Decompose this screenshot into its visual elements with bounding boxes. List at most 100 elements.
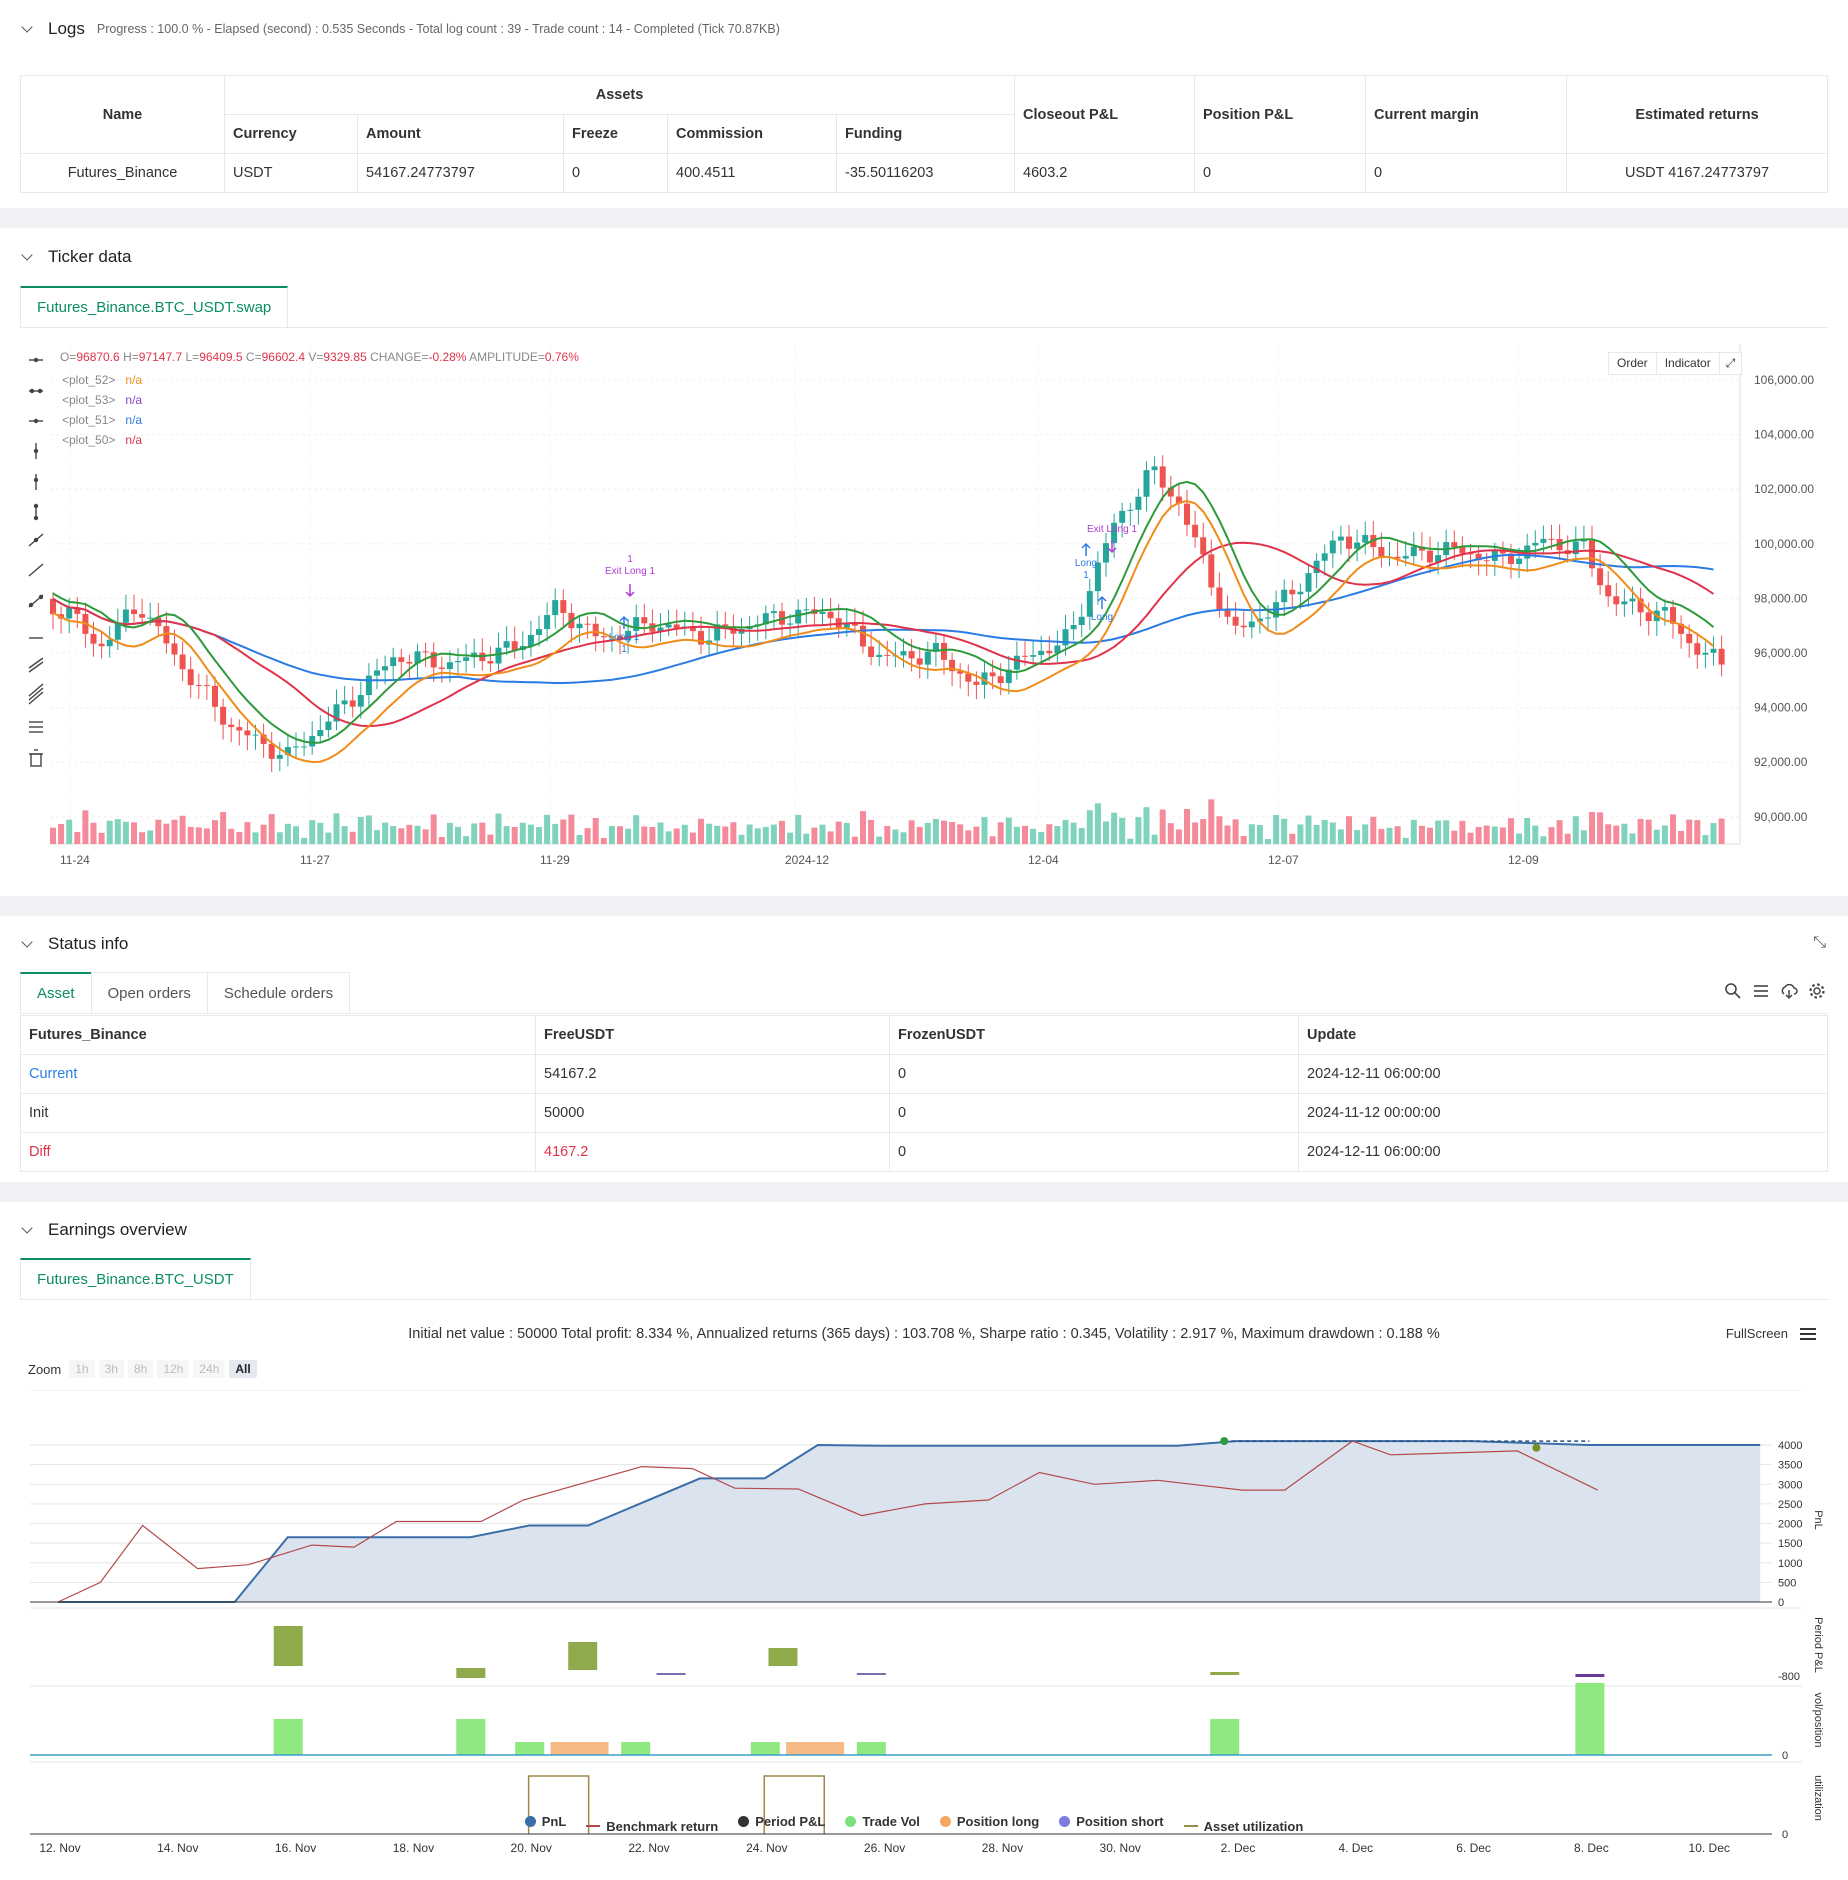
legend-item[interactable]: Position short: [1059, 1814, 1164, 1829]
volume-bar: [592, 817, 599, 844]
volume-bar: [90, 822, 97, 844]
order-button[interactable]: Order: [1609, 353, 1657, 374]
zoom-3h[interactable]: 3h: [98, 1360, 124, 1378]
ticker-header[interactable]: Ticker data: [0, 228, 1848, 286]
ticker-section: Ticker data Futures_Binance.BTC_USDT.swa…: [0, 228, 1848, 896]
candle-body: [252, 734, 259, 736]
volume-bar: [1070, 822, 1077, 844]
volume-bar: [1402, 837, 1409, 844]
cloud-download-icon[interactable]: [1780, 982, 1798, 1000]
exit-arrow-icon: [1107, 540, 1117, 554]
chevron-down-icon[interactable]: [20, 250, 34, 264]
candle-body: [851, 622, 858, 626]
zoom-24h[interactable]: 24h: [193, 1360, 226, 1378]
pnl-tick-label: 2000: [1778, 1519, 1802, 1531]
tab-btc-usdt-swap[interactable]: Futures_Binance.BTC_USDT.swap: [20, 286, 289, 327]
zoom-12h[interactable]: 12h: [157, 1360, 190, 1378]
tab-btc-usdt[interactable]: Futures_Binance.BTC_USDT: [20, 1258, 251, 1299]
volume-bar: [714, 825, 721, 844]
menu-icon[interactable]: [1800, 1327, 1816, 1341]
candle-body: [276, 754, 283, 759]
pnl-tick-label: 3500: [1778, 1460, 1802, 1472]
zoom-all[interactable]: All: [229, 1360, 257, 1378]
candle-body: [1483, 560, 1490, 562]
pnl-tick-label: 3000: [1778, 1479, 1802, 1491]
tab-open-orders[interactable]: Open orders: [90, 972, 208, 1013]
plot-legend-item[interactable]: <plot_50> n/a: [62, 433, 143, 447]
tab-schedule-orders[interactable]: Schedule orders: [206, 972, 351, 1013]
volume-bar: [455, 826, 461, 844]
legend-line-icon: [1183, 1825, 1198, 1827]
candle-body: [1702, 652, 1709, 655]
ohlc-close: 96602.4: [261, 350, 305, 364]
volume-bar: [1337, 829, 1344, 844]
volume-bar: [1281, 818, 1288, 844]
candle-body: [1410, 546, 1417, 557]
fullscreen-button[interactable]: FullScreen: [1726, 1326, 1816, 1341]
tab-asset[interactable]: Asset: [20, 972, 92, 1013]
row-label-current[interactable]: Current: [20, 1054, 536, 1094]
candle-body: [973, 681, 980, 685]
candle-body: [1435, 555, 1442, 563]
zoom-1h[interactable]: 1h: [69, 1360, 95, 1378]
zoom-8h[interactable]: 8h: [127, 1360, 154, 1378]
status-header[interactable]: Status info ⤡: [0, 916, 1848, 972]
period-pnl-bar: [768, 1648, 798, 1666]
legend-item[interactable]: Asset utilization: [1183, 1819, 1303, 1834]
collapse-icon[interactable]: ⤡: [1813, 934, 1826, 951]
drawing-tools-icon[interactable]: [26, 350, 46, 790]
period-pnl-bar: [1575, 1674, 1605, 1677]
candle-body: [1362, 534, 1369, 543]
candle-body: [1103, 543, 1109, 563]
candle-body: [1135, 496, 1142, 510]
volume-bar: [819, 824, 826, 844]
chevron-down-icon[interactable]: [20, 1223, 34, 1237]
volume-bar: [1499, 827, 1506, 844]
y-tick-label: 104,000.00: [1754, 428, 1814, 442]
kline-canvas[interactable]: 106,000.00 104,000.00 102,000.00 100,000.00…: [50, 344, 1830, 884]
legend-item[interactable]: Period P&L: [738, 1814, 825, 1829]
fullscreen-label[interactable]: FullScreen: [1725, 1326, 1788, 1341]
volume-bar: [1653, 829, 1660, 844]
candle-body: [195, 685, 202, 687]
volume-bar: [730, 822, 737, 844]
legend-item[interactable]: PnL: [524, 1814, 566, 1829]
volume-bar: [309, 820, 316, 844]
candle-body: [1605, 585, 1612, 597]
candle-body: [236, 727, 243, 731]
list-icon[interactable]: [1752, 982, 1770, 1000]
logs-header[interactable]: Logs Progress : 100.0 % - Elapsed (secon…: [0, 0, 1848, 58]
candlestick-chart[interactable]: 106,000.00 104,000.00 102,000.00 100,000.00…: [50, 344, 1830, 884]
legend-item[interactable]: Trade Vol: [845, 1814, 920, 1829]
gear-icon[interactable]: [1808, 982, 1826, 1000]
volume-bar: [1265, 839, 1271, 844]
candle-body: [1256, 618, 1263, 622]
plot-legend-item[interactable]: <plot_51> n/a: [62, 413, 143, 427]
legend-item[interactable]: Position long: [939, 1814, 1039, 1829]
ticker-tabs: Futures_Binance.BTC_USDT.swap: [20, 286, 1828, 328]
plot-legend-item[interactable]: <plot_52> n/a: [62, 373, 143, 387]
ma-line-green: [52, 480, 1715, 744]
candle-body: [1661, 607, 1668, 611]
indicator-button[interactable]: Indicator: [1657, 353, 1720, 374]
search-icon[interactable]: [1724, 982, 1742, 1000]
legend-item[interactable]: Benchmark return: [586, 1819, 718, 1834]
trade-label-qty: 1: [621, 644, 627, 655]
expand-icon[interactable]: ⤢: [1725, 356, 1736, 370]
earnings-header[interactable]: Earnings overview: [0, 1202, 1848, 1258]
candle-body: [1208, 554, 1215, 588]
chevron-down-icon[interactable]: [20, 22, 34, 36]
volume-bar: [1516, 833, 1523, 844]
volume-bar: [617, 826, 623, 844]
ma-line-blue: [52, 553, 1714, 684]
candle-body: [139, 614, 146, 618]
volume-bar: [382, 822, 389, 844]
plot-legend-item[interactable]: <plot_53> n/a: [62, 393, 143, 407]
candle-body: [1499, 550, 1506, 554]
chevron-down-icon[interactable]: [20, 937, 34, 951]
earnings-chart[interactable]: 40003500300025002000150010005000-80000Pn…: [0, 1390, 1848, 1860]
cell-frozen: 0: [889, 1093, 1299, 1133]
candle-body: [487, 661, 494, 664]
candle-body: [762, 613, 769, 625]
axis-title: PnL: [1812, 1510, 1824, 1530]
